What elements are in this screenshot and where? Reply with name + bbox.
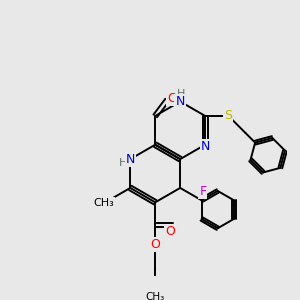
Text: N: N [176,95,185,108]
Text: O: O [167,92,177,105]
Text: F: F [200,185,206,198]
Text: H: H [118,158,127,168]
Text: CH₃: CH₃ [94,198,115,208]
Text: CH₃: CH₃ [146,292,165,300]
Text: O: O [150,238,160,250]
Text: S: S [224,110,232,122]
Text: O: O [165,225,175,238]
Text: H: H [177,89,186,99]
Text: N: N [126,153,135,166]
Text: N: N [201,140,210,153]
